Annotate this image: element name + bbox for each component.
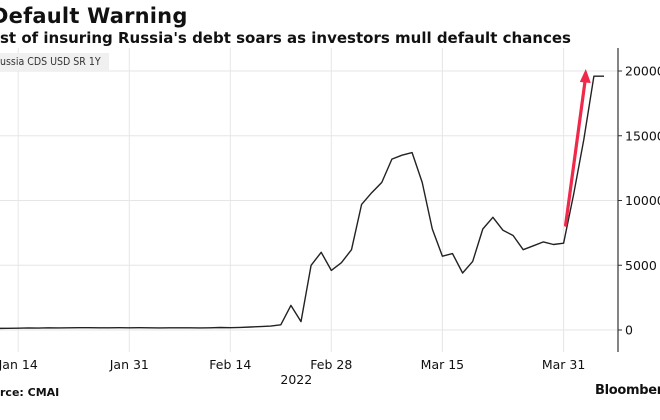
red-arrow-shaft xyxy=(563,78,587,227)
y-tick-label: 0 xyxy=(625,323,633,338)
bloomberg-logo: Bloomberg xyxy=(595,383,660,398)
x-tick-label: Mar 31 xyxy=(542,357,585,372)
x-tick-label: Jan 31 xyxy=(109,357,149,372)
red-arrow-head-icon xyxy=(579,69,591,83)
x-tick-label: Mar 15 xyxy=(421,357,464,372)
chart-subtitle: st of insuring Russia's debt soars as in… xyxy=(0,29,571,47)
y-tick-label: 10000 xyxy=(625,193,660,208)
y-tick-label: 20000 xyxy=(625,64,660,79)
chart-title: Default Warning xyxy=(0,4,188,28)
legend-item: ussia CDS USD SR 1Y xyxy=(0,53,109,71)
series-line xyxy=(0,75,604,330)
x-year-label: 2022 xyxy=(280,372,312,387)
x-tick-label: Jan 14 xyxy=(0,357,38,372)
x-tick-label: Feb 28 xyxy=(310,357,352,372)
y-tick-label: 15000 xyxy=(625,128,660,143)
source-note: rce: CMAI xyxy=(0,386,60,399)
y-tick-label: 5000 xyxy=(625,258,657,273)
x-tick-label: Feb 14 xyxy=(209,357,251,372)
